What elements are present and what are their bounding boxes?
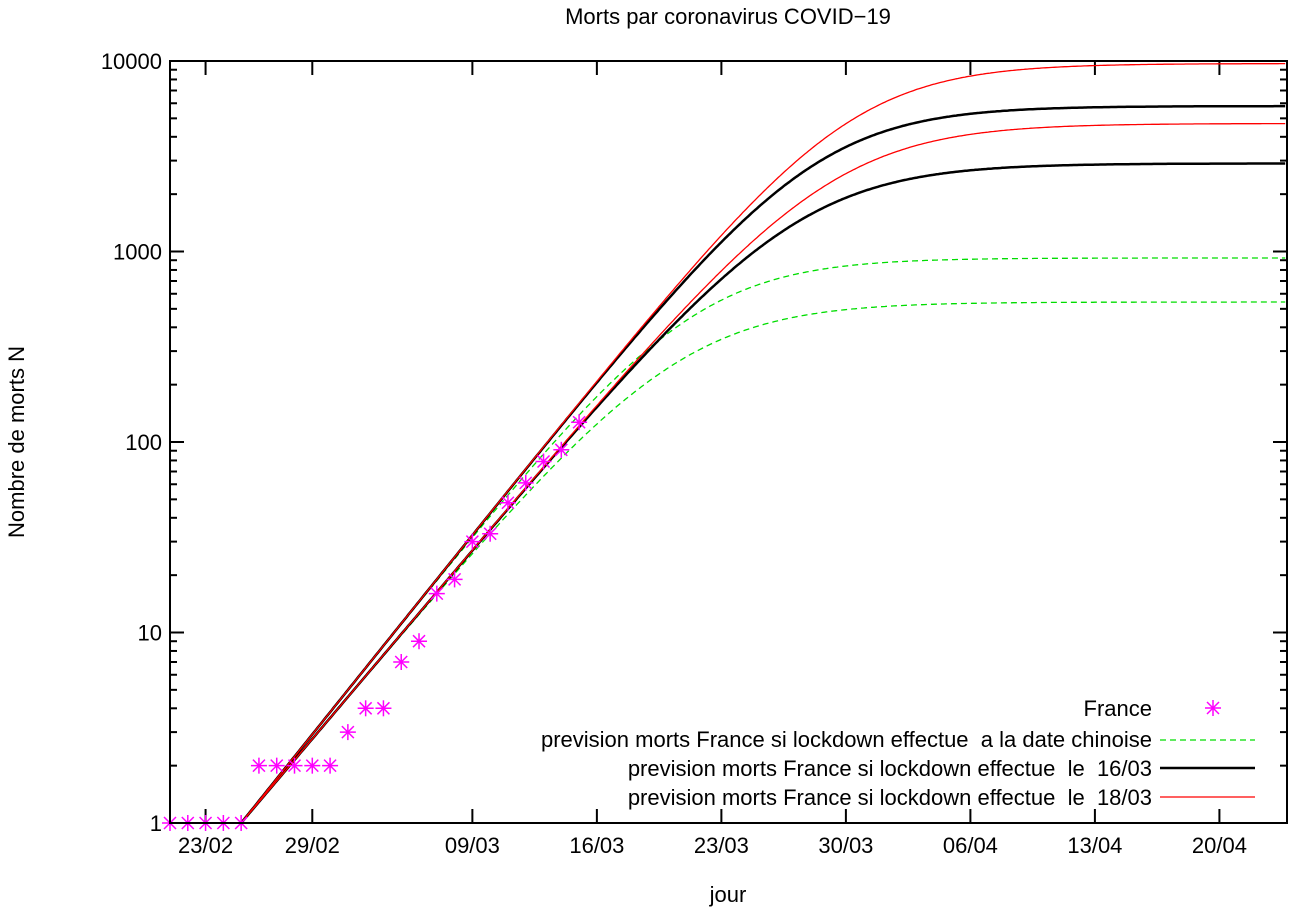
data-point (535, 453, 552, 470)
series-line-0 (240, 301, 1286, 824)
data-point (268, 757, 285, 774)
data-point (339, 724, 356, 741)
point-stroke (394, 655, 408, 669)
point-stroke (501, 496, 515, 510)
point-stroke (359, 701, 373, 715)
plot-frame (169, 60, 1288, 824)
point-stroke (554, 443, 568, 457)
x-tick-label: 06/04 (943, 833, 998, 858)
x-tick-label: 29/02 (285, 833, 340, 858)
x-axis-label: jour (709, 882, 747, 907)
data-point (499, 494, 516, 511)
chart-title: Morts par coronavirus COVID−19 (565, 4, 891, 29)
data-point (322, 757, 339, 774)
y-tick-label: 100 (125, 430, 162, 455)
legend-label-chinese: prevision morts France si lockdown effec… (541, 727, 1152, 752)
x-tick-label: 30/03 (818, 833, 873, 858)
point-stroke (465, 535, 479, 549)
point-stroke (430, 587, 444, 601)
x-tick-label: 23/03 (694, 833, 749, 858)
france-points (162, 414, 588, 831)
data-point (464, 533, 481, 550)
point-stroke (572, 415, 586, 429)
point-stroke (1206, 701, 1220, 715)
data-point (411, 633, 428, 650)
data-point (571, 414, 588, 431)
y-tick-label: 10000 (101, 49, 162, 74)
x-tick-label: 09/03 (445, 833, 500, 858)
point-stroke (376, 701, 390, 715)
point-stroke (519, 476, 533, 490)
x-tick-label: 16/03 (569, 833, 624, 858)
y-axis-label: Nombre de morts N (4, 346, 29, 538)
point-stroke (536, 454, 551, 469)
x-tick-label: 23/02 (178, 833, 233, 858)
series-curves (240, 62, 1286, 824)
point-stroke (252, 759, 266, 773)
legend-label-1603: prevision morts France si lockdown effec… (628, 756, 1152, 781)
legend-label-france: France (1084, 696, 1152, 721)
y-tick-label: 10 (138, 621, 162, 646)
data-point (517, 474, 534, 491)
data-point (286, 757, 303, 774)
data-point (1205, 700, 1221, 716)
data-point (357, 700, 374, 717)
data-point (482, 525, 499, 542)
data-point (375, 700, 392, 717)
point-stroke (448, 572, 462, 586)
data-point (250, 757, 267, 774)
x-tick-label: 13/04 (1067, 833, 1122, 858)
point-stroke (305, 759, 319, 773)
x-tick-label: 20/04 (1192, 833, 1247, 858)
y-tick-label: 1000 (113, 240, 162, 265)
point-stroke (412, 634, 426, 648)
data-point (393, 654, 410, 671)
series-line-1 (240, 162, 1286, 824)
data-point (304, 757, 321, 774)
point-stroke (287, 759, 302, 773)
series-line-2 (240, 62, 1286, 824)
y-tick-label: 1 (150, 811, 162, 836)
point-stroke (323, 759, 337, 773)
data-point (553, 441, 570, 458)
data-point (428, 585, 445, 602)
series-line-2 (240, 122, 1286, 824)
legend: France prevision morts France si lockdow… (541, 696, 1255, 810)
point-stroke (341, 725, 355, 739)
legend-label-1803: prevision morts France si lockdown effec… (628, 785, 1152, 810)
axis-ticks: 1 10 100 1000 10000 23/02 29/02 09/03 16/03 23/03… (101, 49, 1287, 858)
data-point (446, 571, 463, 588)
point-stroke (483, 527, 497, 541)
point-stroke (270, 759, 284, 773)
